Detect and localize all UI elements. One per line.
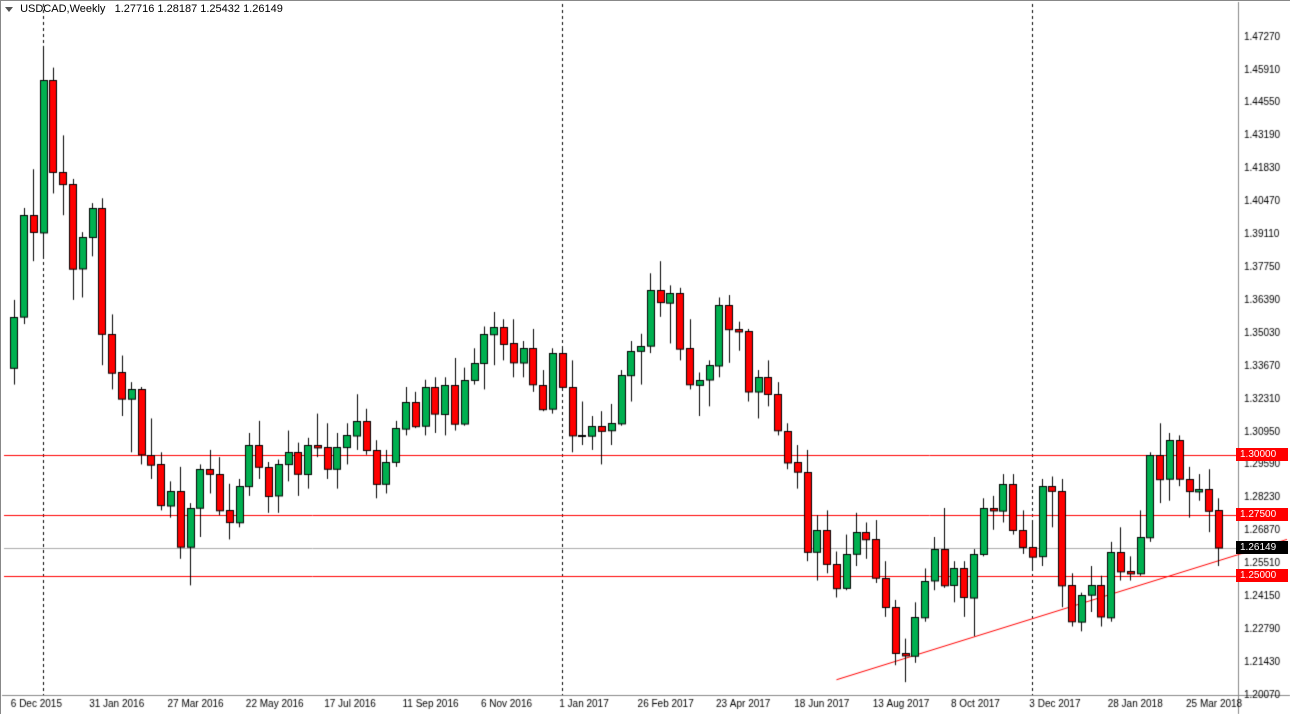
price-flag: 1.27500 (1236, 508, 1288, 521)
price-flag: 1.25000 (1236, 569, 1288, 582)
chart-symbol-label: USDCAD,Weekly (20, 3, 105, 15)
chart-title-bar: USDCAD,Weekly 1.27716 1.28187 1.25432 1.… (5, 3, 283, 15)
price-flag: 1.26149 (1236, 541, 1288, 554)
candlestick-chart-canvas[interactable] (1, 1, 1290, 714)
chart-dropdown-icon[interactable] (5, 7, 13, 12)
price-flag: 1.30000 (1236, 448, 1288, 461)
chart-ohlc-label: 1.27716 1.28187 1.25432 1.26149 (115, 3, 283, 15)
chart-container[interactable]: USDCAD,Weekly 1.27716 1.28187 1.25432 1.… (0, 0, 1290, 714)
